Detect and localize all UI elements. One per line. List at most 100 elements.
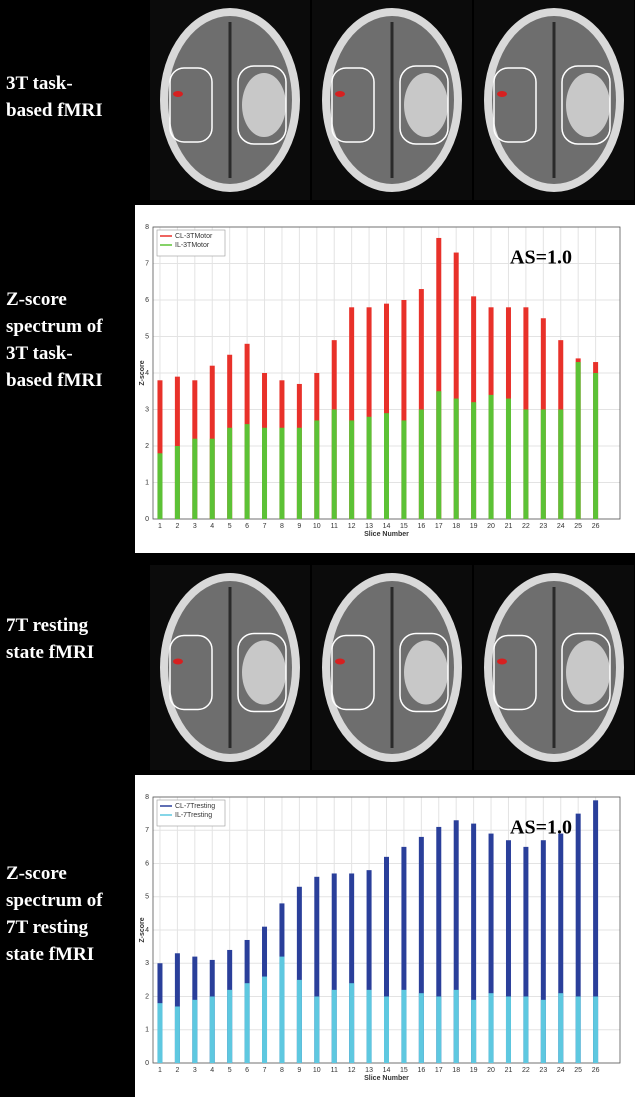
legend-label: CL-3TMotor — [175, 233, 213, 240]
x-tick-label: 5 — [228, 1067, 232, 1074]
bar — [419, 410, 424, 520]
x-tick-label: 1 — [158, 523, 162, 530]
annotation: AS=1.0 — [510, 817, 572, 839]
bar — [576, 362, 581, 519]
chart: 0123456781234567891011121314151617181920… — [135, 775, 635, 1097]
legend-label: IL-3TMotor — [175, 242, 210, 249]
legend-label: IL-7Tresting — [175, 812, 212, 819]
activation — [173, 659, 183, 665]
y-axis-label: Z-score — [139, 360, 146, 385]
y-tick-label: 6 — [145, 860, 149, 867]
activation — [335, 91, 345, 97]
x-tick-label: 10 — [313, 523, 321, 530]
bar — [558, 993, 563, 1063]
y-tick-label: 0 — [145, 1060, 149, 1067]
x-tick-label: 4 — [210, 1067, 214, 1074]
brain-row — [150, 0, 635, 200]
bar — [593, 373, 598, 519]
x-tick-label: 16 — [417, 523, 425, 530]
bar — [332, 990, 337, 1063]
label-line: state fMRI — [6, 639, 134, 666]
y-tick-label: 0 — [145, 516, 149, 523]
y-tick-label: 2 — [145, 993, 149, 1000]
label-line: Z-score — [6, 286, 134, 313]
x-tick-label: 22 — [522, 523, 530, 530]
y-tick-label: 3 — [145, 960, 149, 967]
bar — [192, 439, 197, 519]
x-tick-label: 4 — [210, 523, 214, 530]
x-axis-label: Slice Number — [364, 1075, 409, 1082]
annotation: AS=1.0 — [510, 247, 572, 269]
x-tick-label: 17 — [435, 1067, 443, 1074]
y-tick-label: 1 — [145, 1027, 149, 1034]
bar — [297, 980, 302, 1063]
tumor — [566, 641, 610, 705]
x-tick-label: 6 — [245, 1067, 249, 1074]
tumor — [242, 73, 286, 137]
y-tick-label: 8 — [145, 224, 149, 231]
activation — [497, 91, 507, 97]
x-tick-label: 24 — [557, 523, 565, 530]
x-axis-label: Slice Number — [364, 531, 409, 538]
activation — [173, 91, 183, 97]
bar — [489, 395, 494, 519]
label-line: 7T resting — [6, 612, 134, 639]
x-tick-label: 20 — [487, 1067, 495, 1074]
tumor — [242, 641, 286, 705]
bar — [454, 399, 459, 519]
label-line: spectrum of — [6, 313, 134, 340]
x-tick-label: 12 — [348, 523, 356, 530]
bar — [384, 997, 389, 1064]
x-tick-label: 26 — [592, 1067, 600, 1074]
bar — [192, 1000, 197, 1063]
bar — [541, 410, 546, 520]
bar — [401, 990, 406, 1063]
figure: 3T task-based fMRI Z-scorespectrum of3T … — [0, 0, 635, 1097]
bar — [506, 997, 511, 1064]
x-tick-label: 19 — [470, 523, 478, 530]
bar — [593, 997, 598, 1064]
x-tick-label: 2 — [175, 523, 179, 530]
y-tick-label: 3 — [145, 406, 149, 413]
x-tick-label: 3 — [193, 523, 197, 530]
bar — [314, 997, 319, 1064]
x-tick-label: 18 — [452, 1067, 460, 1074]
y-axis-label: Z-score — [139, 917, 146, 942]
bar — [210, 997, 215, 1064]
label-line: 3T task- — [6, 340, 134, 367]
x-tick-label: 5 — [228, 523, 232, 530]
bar — [157, 1003, 162, 1063]
bar — [384, 413, 389, 519]
bar — [297, 428, 302, 519]
x-tick-label: 17 — [435, 523, 443, 530]
x-tick-label: 13 — [365, 523, 373, 530]
activation — [335, 659, 345, 665]
bar — [157, 453, 162, 519]
y-tick-label: 7 — [145, 260, 149, 267]
x-tick-label: 14 — [383, 523, 391, 530]
x-tick-label: 15 — [400, 523, 408, 530]
bar — [506, 399, 511, 519]
y-tick-label: 7 — [145, 827, 149, 834]
bar — [523, 410, 528, 520]
bar — [471, 402, 476, 519]
x-tick-label: 12 — [348, 1067, 356, 1074]
bar — [541, 1000, 546, 1063]
x-tick-label: 21 — [505, 523, 513, 530]
bar — [471, 1000, 476, 1063]
bar — [558, 410, 563, 520]
bar — [245, 983, 250, 1063]
bar — [175, 446, 180, 519]
x-tick-label: 24 — [557, 1067, 565, 1074]
activation — [497, 659, 507, 665]
x-tick-label: 3 — [193, 1067, 197, 1074]
x-tick-label: 6 — [245, 523, 249, 530]
tumor — [404, 641, 448, 705]
x-tick-label: 23 — [539, 523, 547, 530]
bar — [576, 997, 581, 1064]
label-line: Z-score — [6, 860, 134, 887]
brain-row — [150, 565, 635, 770]
x-tick-label: 19 — [470, 1067, 478, 1074]
